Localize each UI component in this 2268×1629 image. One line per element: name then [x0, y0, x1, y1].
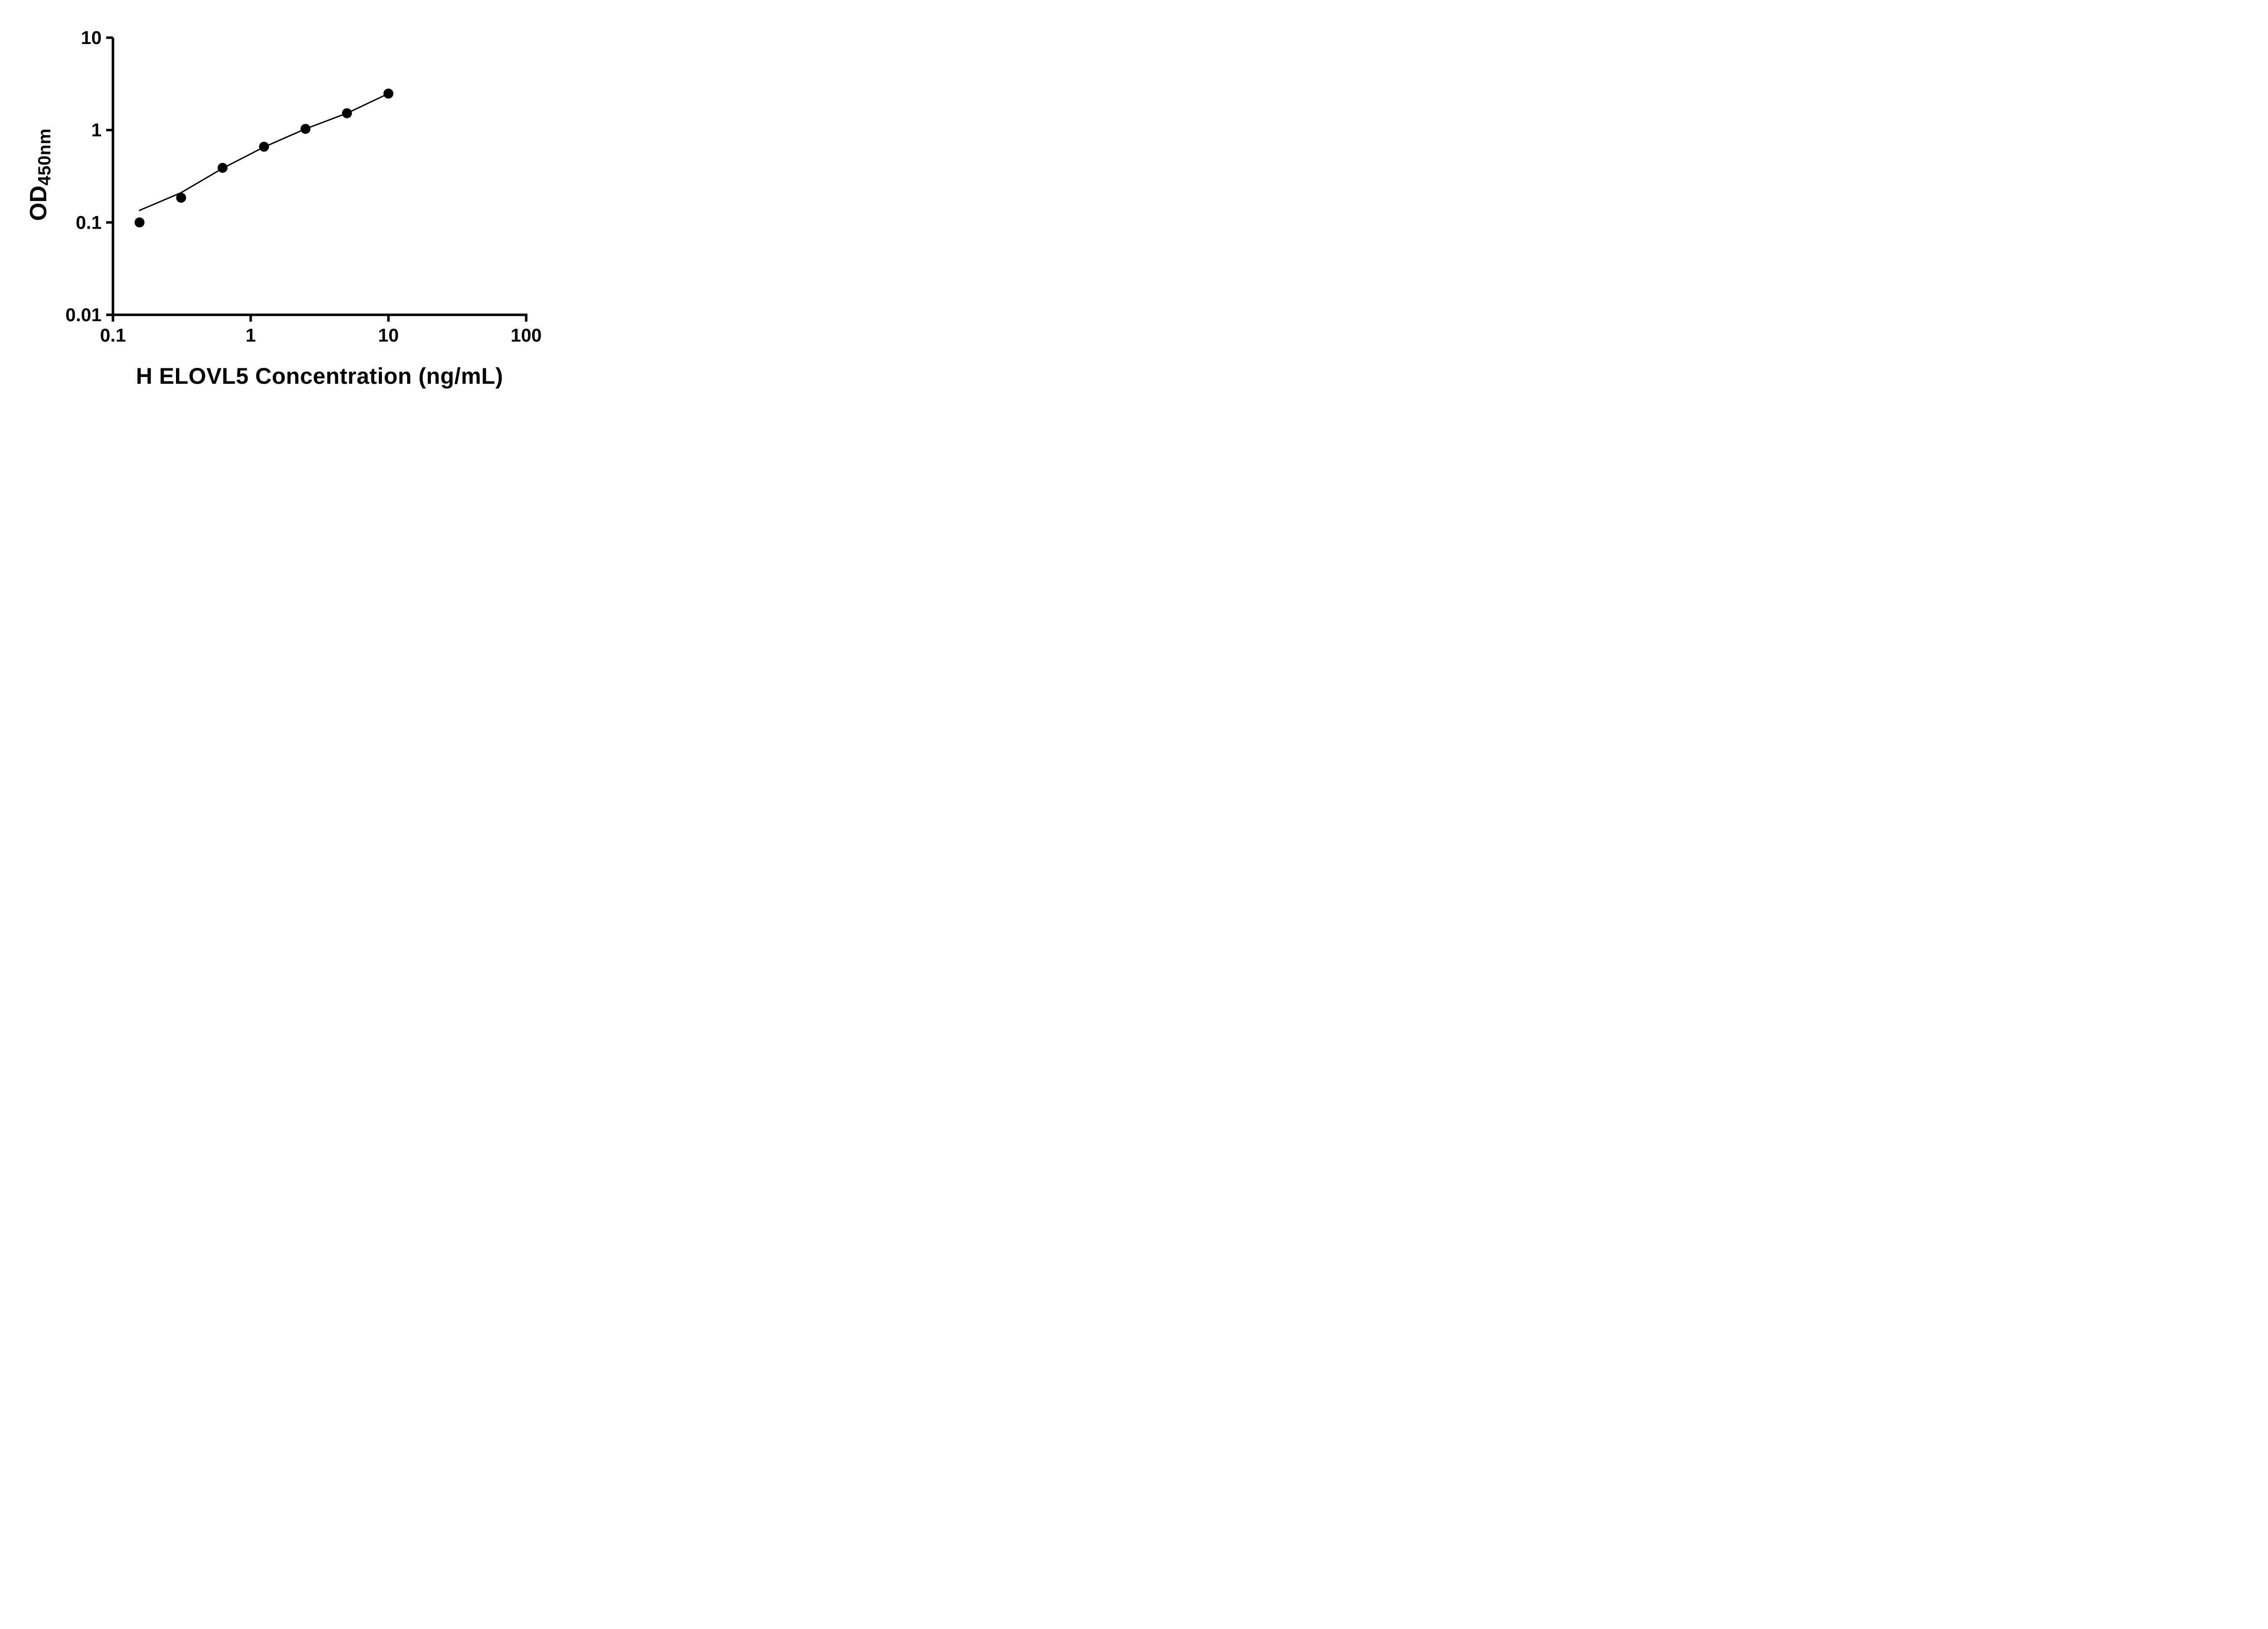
y-tick-label: 10	[81, 27, 102, 48]
elisa-standard-curve-figure: 0.01 0.1 1 10 0.1 1 10 100 H ELOVL5 Concentrati…	[0, 0, 583, 407]
x-tick-label: 1	[245, 325, 256, 346]
x-tick-label: 100	[511, 325, 542, 346]
y-tick-label: 0.1	[76, 212, 102, 233]
data-point	[300, 124, 311, 134]
y-axis-title-subscript: 450nm	[35, 128, 54, 186]
x-tick-label: 0.1	[100, 325, 126, 346]
y-axis-title-base: OD	[25, 186, 52, 221]
y-tick-label: 1	[91, 120, 102, 141]
x-axis-title: H ELOVL5 Concentration (ng/mL)	[136, 363, 503, 389]
y-tick-label: 0.01	[65, 304, 102, 325]
y-axis-title: OD450nm	[25, 128, 55, 221]
data-point	[176, 192, 186, 203]
data-point	[217, 163, 228, 173]
data-point	[259, 142, 269, 152]
x-tick-label: 10	[378, 325, 399, 346]
data-point	[383, 88, 394, 99]
data-point	[342, 108, 352, 118]
data-point	[134, 217, 145, 228]
